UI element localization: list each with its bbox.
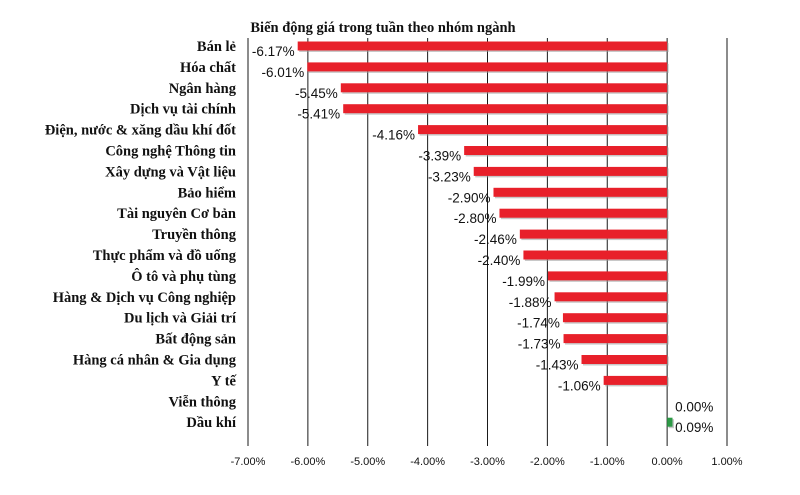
data-label: -2.90% (448, 190, 491, 205)
category-label: Công nghệ Thông tin (105, 144, 236, 160)
data-label: -4.16% (372, 128, 415, 143)
category-label: Hóa chất (180, 60, 236, 76)
bar (547, 271, 668, 281)
category-label: Thực phẩm và đồ uống (93, 248, 237, 264)
bar (473, 166, 668, 176)
category-label: Điện, nước & xăng dầu khí đốt (45, 123, 236, 139)
bar (563, 334, 668, 344)
data-label: -2.40% (478, 253, 521, 268)
bar (667, 417, 673, 427)
bar (499, 208, 668, 218)
bar (523, 250, 668, 260)
x-axis-ticks: -7.00% -6.00% -5.00% -4.00% -3.00% -2.00% -1.0… (231, 456, 743, 468)
chart-title: Biến động giá trong tuần theo nhóm ngành (250, 20, 515, 36)
bar (562, 313, 668, 323)
x-tick-label: -2.00% (530, 456, 565, 468)
x-tick-label: 0.00% (652, 456, 683, 468)
category-label: Bảo hiểm (178, 185, 236, 201)
data-label: 0.00% (675, 399, 713, 414)
data-label: -2.46% (474, 232, 517, 247)
category-label: Y tế (211, 373, 237, 389)
bar (493, 187, 668, 197)
category-label: Bán lẻ (197, 39, 237, 55)
data-label: -1.73% (518, 337, 561, 352)
category-label: Hàng & Dịch vụ Công nghiệp (53, 290, 236, 306)
bar (464, 146, 668, 155)
category-label: Xây dựng và Vật liệu (105, 164, 236, 180)
category-label: Tài nguyên Cơ bản (117, 206, 236, 222)
data-label: -5.41% (297, 107, 340, 122)
data-label: -2.80% (454, 211, 497, 226)
x-tick-label: -7.00% (231, 456, 266, 468)
data-label: 0.09% (675, 420, 713, 435)
data-label: -6.17% (252, 44, 295, 59)
data-label: -3.23% (428, 169, 471, 184)
data-label: -1.43% (536, 358, 579, 373)
data-label: -5.45% (295, 86, 338, 101)
bar (418, 125, 668, 135)
bar (603, 375, 668, 385)
x-tick-label: -6.00% (290, 456, 325, 468)
data-label: -1.99% (502, 274, 545, 289)
data-label: -1.06% (558, 378, 601, 393)
x-tick-label: -5.00% (350, 456, 385, 468)
bar (340, 83, 668, 93)
bar (343, 104, 668, 114)
x-tick-label: -3.00% (470, 456, 505, 468)
bar (519, 229, 668, 239)
x-tick-label: 1.00% (711, 456, 742, 468)
category-label: Viễn thông (168, 394, 236, 410)
category-label: Dầu khí (186, 415, 237, 431)
bar (581, 355, 668, 364)
category-label: Truyền thông (152, 227, 237, 243)
bar (307, 62, 668, 72)
category-label: Ô tô và phụ tùng (131, 268, 237, 285)
x-tick-label: -1.00% (590, 456, 625, 468)
category-label: Bất động sản (155, 332, 236, 348)
category-label: Du lịch và Giải trí (124, 311, 237, 327)
data-label: -1.74% (517, 316, 560, 331)
category-label: Hàng cá nhân & Gia dụng (73, 353, 237, 369)
data-label: -6.01% (261, 65, 304, 80)
value-labels: -6.17% -6.01% -5.45% -5.41% -4.16%-3.39% -3.2… (252, 44, 713, 435)
bar (554, 292, 668, 302)
category-label: Ngân hàng (169, 81, 237, 97)
category-label: Dịch vụ tài chính (130, 102, 236, 118)
category-labels: Bán lẻ Hóa chất Ngân hàng Dịch vụ tài chính… (45, 39, 238, 431)
data-label: -3.39% (418, 149, 461, 164)
x-tick-label: -4.00% (410, 456, 445, 468)
bar (297, 41, 668, 51)
bars (297, 41, 675, 429)
data-label: -1.88% (509, 295, 552, 310)
